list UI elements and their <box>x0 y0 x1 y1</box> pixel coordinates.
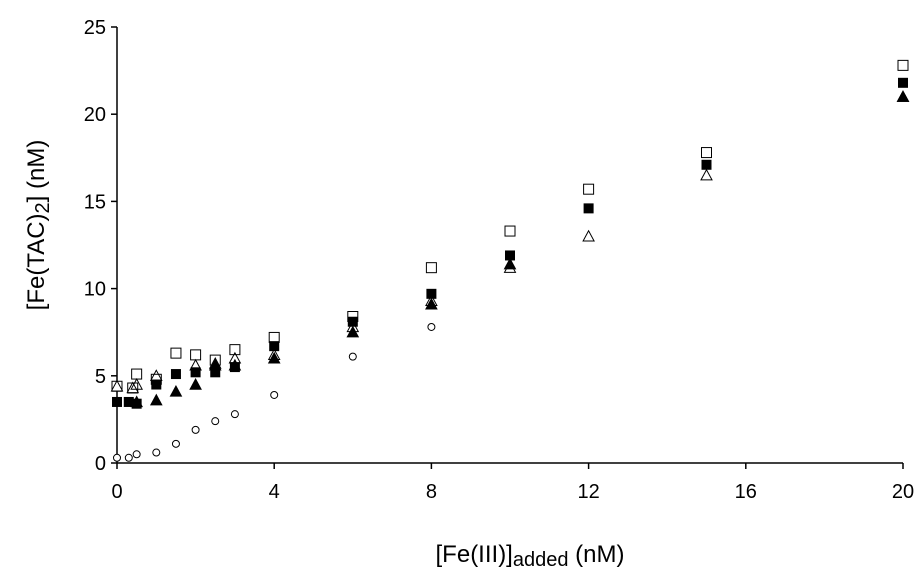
data-point-filled-triangle <box>346 325 360 338</box>
data-point-open-circle <box>132 450 141 459</box>
data-point-open-triangle <box>110 379 124 392</box>
x-tick-label: 0 <box>111 481 122 503</box>
data-point-filled-square <box>112 396 122 407</box>
data-point-open-circle <box>348 352 357 361</box>
data-point-filled-square <box>190 367 201 378</box>
data-point-filled-square <box>898 77 908 88</box>
x-axis-title-suffix: (nM) <box>568 541 624 568</box>
y-axis-title: [Fe(TAC)2] (nM) <box>23 140 54 311</box>
data-point-open-square <box>268 331 280 343</box>
data-point-filled-square <box>583 203 594 214</box>
x-axis-title: [Fe(III)]added (nM) <box>436 541 625 568</box>
data-point-filled-square <box>269 341 280 352</box>
x-tick-label: 8 <box>426 481 437 503</box>
data-point-open-square <box>190 349 202 361</box>
series-open-circle <box>113 322 436 462</box>
data-point-open-square <box>701 147 712 159</box>
axes <box>116 27 903 464</box>
data-point-open-circle <box>171 439 180 448</box>
data-point-filled-triangle <box>130 395 143 408</box>
data-point-open-triangle <box>582 229 595 242</box>
y-tick-label: 25 <box>84 17 106 39</box>
data-point-open-circle <box>230 410 239 419</box>
data-point-filled-triangle <box>169 384 183 397</box>
data-point-open-square <box>897 59 909 71</box>
y-axis-title-sub: 2 <box>32 202 54 213</box>
x-tick-label: 4 <box>269 481 280 503</box>
data-point-filled-square <box>170 369 181 380</box>
data-point-filled-triangle <box>503 257 517 270</box>
data-point-open-triangle <box>700 168 713 181</box>
data-point-open-square <box>229 344 241 356</box>
y-tick-label: 15 <box>84 191 106 213</box>
y-tick-label: 10 <box>84 279 106 301</box>
data-point-open-triangle <box>126 381 140 394</box>
y-axis-title-main: [Fe(TAC) <box>23 213 50 310</box>
data-point-open-square <box>425 262 437 274</box>
data-point-filled-triangle <box>896 90 910 102</box>
data-point-filled-triangle <box>425 297 438 310</box>
y-ticks: 0 5 10 15 20 25 <box>84 17 117 475</box>
data-point-open-square <box>131 368 143 380</box>
data-point-open-square <box>583 183 595 195</box>
data-point-filled-triangle <box>189 377 202 390</box>
data-point-open-triangle <box>130 377 143 390</box>
x-axis-title-main: [Fe(III)] <box>436 541 513 568</box>
data-points <box>110 59 910 462</box>
data-point-open-square <box>504 225 516 237</box>
data-point-open-circle <box>124 453 133 462</box>
y-tick-label: 20 <box>84 104 106 126</box>
data-point-filled-square <box>151 379 162 390</box>
x-tick-label: 12 <box>577 481 599 503</box>
data-point-open-triangle <box>189 358 202 371</box>
data-point-filled-square <box>426 288 437 299</box>
data-point-open-square <box>170 347 182 359</box>
data-point-open-triangle <box>149 369 163 381</box>
y-axis-title-suffix: ] (nM) <box>23 140 50 203</box>
series-open-square <box>111 59 909 394</box>
data-point-open-circle <box>270 390 279 399</box>
data-point-open-circle <box>113 453 121 462</box>
data-point-filled-triangle <box>149 393 163 406</box>
series-filled-triangle <box>130 90 910 408</box>
x-axis-title-sub: added <box>513 549 569 568</box>
data-point-filled-triangle <box>267 351 281 364</box>
data-point-filled-square <box>701 159 712 170</box>
data-point-open-circle <box>427 322 436 331</box>
data-point-filled-triangle <box>228 358 242 371</box>
x-tick-label: 20 <box>892 481 914 503</box>
x-tick-label: 16 <box>735 481 757 503</box>
x-ticks: 0 4 8 12 16 20 <box>111 463 914 503</box>
data-point-open-circle <box>191 425 200 434</box>
data-point-open-circle <box>152 448 161 457</box>
data-point-open-circle <box>211 417 220 426</box>
data-point-filled-triangle <box>208 358 222 371</box>
y-tick-label: 5 <box>95 366 106 388</box>
y-tick-label: 0 <box>95 453 106 475</box>
